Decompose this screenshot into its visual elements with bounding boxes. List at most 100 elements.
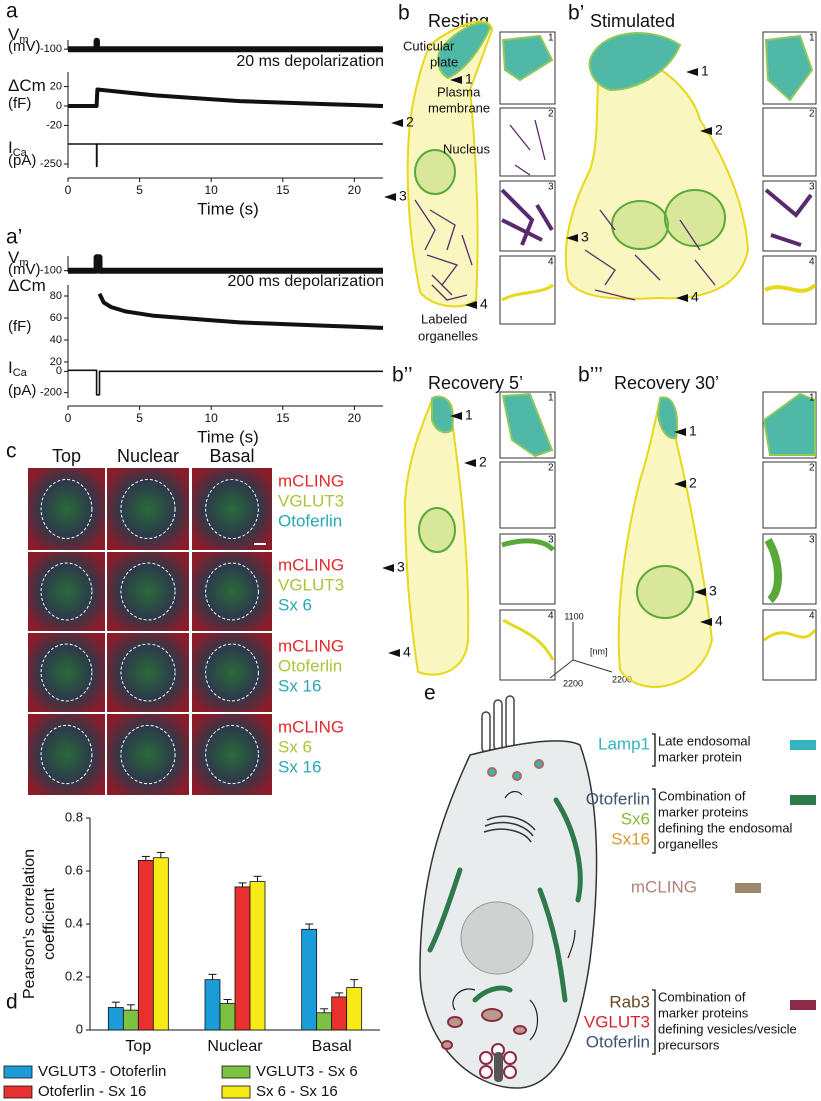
row-name-text: I <box>8 138 13 157</box>
inset-number: 2 <box>548 109 554 120</box>
cuticular-plate <box>431 395 454 434</box>
annotation: 20 ms depolarization <box>236 53 384 70</box>
bracket <box>652 989 656 1055</box>
trafficking-arrows <box>452 791 576 1041</box>
legend-swatch <box>790 795 816 805</box>
bar <box>152 857 169 1031</box>
panel-b-recovery-30: b’’’ Recovery 30’ <box>578 364 817 688</box>
y-tick-label: 20 <box>50 80 62 92</box>
y-tick-label: -100 <box>40 265 62 277</box>
row-name-text: I <box>8 358 13 377</box>
y-tick-label: 0.8 <box>65 809 83 824</box>
cell-outline <box>120 562 176 621</box>
inset <box>499 461 556 529</box>
cell-nucleus <box>460 901 534 975</box>
annotation: 200 ms depolarization <box>227 273 384 290</box>
inset-image <box>501 392 554 458</box>
organelles <box>584 209 716 301</box>
micrograph <box>192 633 272 712</box>
callout: plate <box>430 54 458 69</box>
micrograph <box>28 633 105 712</box>
vesicles <box>479 1043 517 1079</box>
inset-image <box>509 119 546 176</box>
y-tick-label: 20 <box>50 356 62 368</box>
inset <box>499 609 556 681</box>
column-label: Top <box>52 446 81 466</box>
stain-label: VGLUT3 <box>278 491 344 510</box>
inset-image <box>764 34 814 102</box>
trace <box>68 37 383 53</box>
callout: Labeled <box>421 311 467 326</box>
row-unit: (pA) <box>8 382 36 399</box>
marker-arrow <box>388 649 400 657</box>
inset-number: 1 <box>548 393 554 404</box>
row-unit: (fF) <box>8 318 31 335</box>
inset-number: 2 <box>809 109 815 120</box>
stain-label: mCLING <box>278 555 344 574</box>
x-tick-label: 0 <box>65 183 72 197</box>
micrograph <box>192 468 272 550</box>
marker-label: 3 <box>581 229 589 245</box>
column-label: Nuclear <box>117 446 179 466</box>
bar <box>316 1012 333 1031</box>
inset-image <box>762 392 816 456</box>
marker-arrow <box>384 193 396 201</box>
marker-label: 2 <box>406 114 414 130</box>
stain-label: VGLUT3 <box>278 575 344 594</box>
y-tick-label: 0.2 <box>65 968 83 983</box>
marker-label: 3 <box>709 583 717 599</box>
bar <box>301 928 318 1031</box>
inset-number: 3 <box>809 182 815 193</box>
description: Combination of <box>658 788 746 803</box>
row-unit: (mV) <box>8 38 41 55</box>
description: marker proteins <box>658 804 749 819</box>
cell-outline <box>120 478 176 540</box>
inset-image <box>763 629 817 642</box>
stain-label: Sx 16 <box>278 676 321 695</box>
inset-number: 4 <box>548 257 554 268</box>
marker-name: Otoferlin <box>586 1032 650 1051</box>
marker-label: 3 <box>399 188 407 204</box>
x-tick-label: 15 <box>276 411 290 425</box>
bar <box>204 979 221 1031</box>
y-tick-label: 40 <box>50 334 62 346</box>
bar <box>107 1007 124 1031</box>
x-tick-label: 20 <box>348 183 362 197</box>
callout: Nucleus <box>443 141 490 156</box>
trace <box>68 369 383 396</box>
description: marker proteins <box>658 1005 749 1020</box>
panel-label: b’’’ <box>578 364 603 387</box>
y-tick-label: -250 <box>40 158 62 170</box>
description: marker protein <box>658 749 742 764</box>
marker-arrow <box>464 459 476 467</box>
row-unit: (pA) <box>8 152 36 169</box>
marker-label: 1 <box>689 423 697 439</box>
y-axis-title: Pearson’s correlation <box>21 849 38 999</box>
marker-label: 4 <box>715 613 723 629</box>
marker-arrow <box>676 294 688 302</box>
x-tick-label: Nuclear <box>207 1038 263 1055</box>
marker-name: VGLUT3 <box>584 1012 650 1031</box>
cell-outline <box>205 724 259 785</box>
inset-number: 2 <box>809 463 815 474</box>
inset-number: 3 <box>548 535 554 546</box>
callout: organelles <box>418 328 478 343</box>
legend-label: Sx 6 - Sx 16 <box>256 1083 338 1100</box>
row-name-text: V <box>8 25 20 44</box>
legend-swatch <box>3 1085 33 1099</box>
marker-arrow <box>566 234 578 242</box>
marker-name: Otoferlin <box>586 789 650 808</box>
stain-label: Sx 6 <box>278 737 312 756</box>
marker-name: Rab3 <box>609 992 650 1011</box>
marker-label: 2 <box>479 454 487 470</box>
marker-arrow <box>700 127 712 135</box>
inset-number: 2 <box>548 463 554 474</box>
nucleus <box>611 200 669 250</box>
y-tick-label: 0 <box>56 365 62 377</box>
bar <box>331 996 348 1031</box>
panel-title: Stimulated <box>590 11 675 31</box>
marker-name: Sx6 <box>621 809 650 828</box>
description: organelles <box>658 836 718 851</box>
description: Late endosomal <box>658 733 751 748</box>
bar <box>249 881 266 1031</box>
